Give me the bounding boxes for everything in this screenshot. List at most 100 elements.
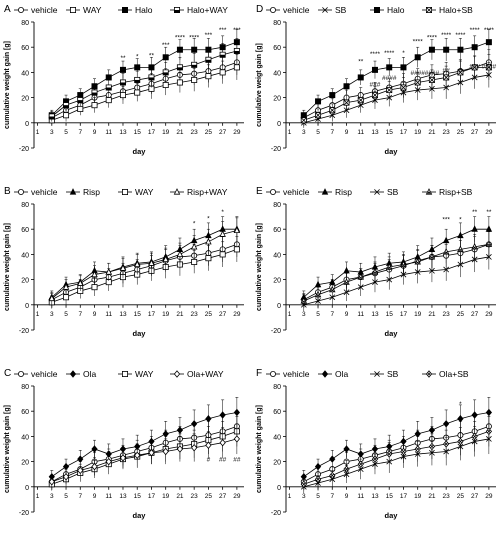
x-tick-label: 1 [36, 493, 40, 500]
data-point [105, 74, 112, 81]
x-axis-label: day [385, 511, 399, 520]
data-point [162, 447, 169, 456]
x-tick-label: 17 [148, 129, 156, 136]
x-tick-label: 1 [36, 311, 40, 318]
series-line [303, 243, 489, 302]
x-tick-label: 19 [414, 311, 422, 318]
x-tick-label: 29 [485, 493, 493, 500]
legend-marker [322, 7, 328, 13]
legend-label: SB [387, 187, 399, 197]
data-point [386, 450, 393, 458]
legend-marker [173, 7, 180, 13]
data-point [119, 264, 127, 271]
x-tick-label: 1 [288, 493, 292, 500]
legend-marker [425, 370, 433, 378]
data-point [357, 460, 364, 468]
legend-item: Ola+WAY [170, 369, 224, 379]
significance-mark: ** [472, 209, 478, 216]
legend-label: vehicle [283, 187, 310, 197]
data-point [233, 64, 240, 71]
legend-item: WAY [118, 187, 154, 197]
legend-marker [373, 7, 380, 13]
x-tick-label: 25 [205, 311, 213, 318]
significance-mark: *** [442, 217, 450, 224]
data-point [457, 245, 464, 252]
x-tick-label: 19 [162, 493, 170, 500]
x-tick-label: 15 [134, 493, 142, 500]
series-way [48, 236, 240, 309]
x-tick-label: 29 [485, 311, 493, 318]
x-tick-label: 11 [357, 311, 364, 318]
x-tick-label: 5 [316, 311, 320, 318]
x-tick-label: 1 [288, 311, 292, 318]
legend: vehicle SB Halo Halo+SB [266, 5, 473, 15]
series-line [51, 228, 237, 298]
x-tick-label: 17 [148, 493, 156, 500]
significance-mark: * [459, 401, 462, 408]
significance-mark: **** [441, 32, 452, 39]
data-point [205, 415, 212, 423]
legend-label: vehicle [283, 369, 310, 379]
data-point [148, 74, 155, 81]
series-ola-way [48, 423, 241, 489]
data-point [386, 87, 393, 94]
panel-letter: E [256, 186, 263, 197]
data-point [357, 74, 364, 81]
data-point [457, 46, 464, 53]
legend-item: Risp+SB [422, 187, 473, 197]
data-point [457, 69, 464, 76]
y-tick-label: 20 [273, 278, 281, 285]
significance-mark: **** [455, 32, 466, 39]
y-tick-label: 80 [273, 20, 281, 27]
significance-mark: *** [219, 27, 227, 34]
series-line [303, 256, 489, 306]
data-point [443, 74, 450, 81]
panel-letter: F [256, 368, 262, 379]
series-ola-sb [300, 415, 493, 491]
panel-letter: A [4, 4, 11, 15]
x-tick-label: 15 [134, 129, 142, 136]
x-tick-label: 27 [471, 129, 479, 136]
data-point [329, 107, 336, 114]
data-point [119, 454, 127, 462]
data-point [357, 273, 364, 280]
y-tick-label: 20 [273, 460, 281, 467]
significance-mark: **** [370, 51, 381, 58]
data-point [442, 247, 450, 255]
x-tick-label: 21 [176, 493, 184, 500]
data-point [329, 455, 336, 463]
data-point [428, 253, 436, 260]
legend-marker [17, 7, 24, 13]
x-axis-label: day [133, 147, 147, 156]
y-axis-label: cumulative weigt gain [g] [256, 43, 263, 127]
x-tick-label: 23 [191, 129, 199, 136]
data-point [119, 66, 126, 73]
significance-mark: ** [149, 52, 155, 59]
data-point [428, 76, 435, 83]
data-point [205, 441, 212, 449]
data-point [414, 258, 421, 265]
legend-item: SB [318, 5, 347, 15]
y-tick-label: -20 [19, 328, 29, 335]
legend-label: Halo [135, 5, 153, 15]
x-tick-label: 17 [148, 311, 156, 318]
data-point [219, 438, 226, 447]
x-tick-label: 3 [50, 129, 54, 136]
series-risp-sb [300, 231, 493, 308]
significance-mark: *** [205, 32, 213, 39]
data-point [105, 97, 112, 104]
series-halo [300, 29, 492, 121]
x-tick-label: 3 [50, 493, 54, 500]
legend-item: SB [370, 187, 399, 197]
significance-mark: * [459, 217, 462, 224]
significance-mark: * [402, 50, 405, 57]
legend-item: vehicle [266, 187, 310, 197]
x-tick-label: 13 [371, 129, 379, 136]
y-axis-label: cumulative weight gain [g] [4, 405, 11, 493]
significance-mark: * [136, 54, 139, 61]
legend-marker [122, 370, 129, 377]
data-point [48, 113, 55, 120]
significance-mark: ### [370, 81, 381, 88]
data-point [471, 44, 478, 51]
